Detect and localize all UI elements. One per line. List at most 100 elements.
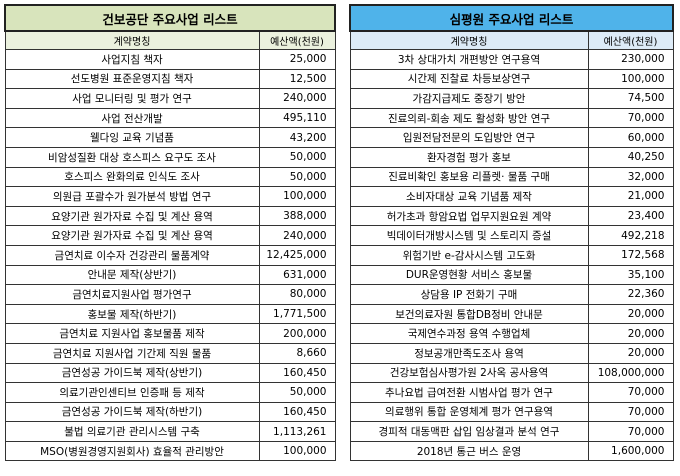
contract-name: 의료기관인센티브 인증패 등 제작 xyxy=(4,382,260,403)
contract-name: 금연치료 지원사업 기간제 직원 물품 xyxy=(4,342,260,364)
budget-amount: 70,000 xyxy=(587,401,674,423)
contract-name: 시간제 진찰료 차등보상연구 xyxy=(349,68,589,90)
contract-name: 진료비확인 홍보용 리플렛· 물품 구매 xyxy=(349,166,589,188)
column-header: 계약명칭 xyxy=(4,30,260,50)
budget-amount: 1,771,500 xyxy=(258,303,336,325)
table-row: 정보공개만족도조사 용역 20,000 xyxy=(349,342,674,364)
table-row: 빅데이터개방시스템 및 스토리지 증설 492,218 xyxy=(349,225,674,246)
contract-name: 안내문 제작(상반기) xyxy=(4,264,260,286)
contract-name: 건강보험심사평가원 2사옥 공사용역 xyxy=(349,362,589,384)
contract-name: 요양기관 원가자료 수집 및 계산 용역 xyxy=(4,225,260,246)
budget-amount: 240,000 xyxy=(258,225,336,246)
budget-amount: 230,000 xyxy=(587,49,674,70)
contract-name: MSO(병원경영지원회사) 효율적 관리방안 xyxy=(4,440,260,462)
table-row: 금연치료지원사업 평가연구 80,000 xyxy=(4,284,336,305)
budget-amount: 23,400 xyxy=(587,205,674,227)
table-row: 사업 전산개발 495,110 xyxy=(4,107,336,129)
column-header: 예산액(천원) xyxy=(258,30,336,50)
budget-amount: 20,000 xyxy=(587,342,674,364)
contract-name: 웰다잉 교육 기념품 xyxy=(4,127,260,148)
table-row: 2018년 통근 버스 운영 1,600,000 xyxy=(349,440,674,462)
budget-amount: 160,450 xyxy=(258,401,336,423)
column-header: 예산액(천원) xyxy=(587,30,674,50)
budget-amount: 20,000 xyxy=(587,303,674,325)
budget-amount: 70,000 xyxy=(587,107,674,129)
table-row: 허가초과 항암요법 업무지원요원 계약 23,400 xyxy=(349,205,674,227)
contract-name: 호스피스 완화의료 인식도 조사 xyxy=(4,166,260,188)
title-row: 건보공단 주요사업 리스트 xyxy=(4,4,336,32)
table-row: 건강보험심사평가원 2사옥 공사용역 108,000,000 xyxy=(349,362,674,384)
contract-name: 금연치료 이수자 건강관리 물품계약 xyxy=(4,244,260,266)
budget-amount: 35,100 xyxy=(587,264,674,286)
table-row: 상담용 IP 전화기 구매 22,360 xyxy=(349,284,674,305)
budget-amount: 8,660 xyxy=(258,342,336,364)
table-row: 의료기관인센티브 인증패 등 제작 50,000 xyxy=(4,382,336,403)
contract-name: 불법 의료기관 관리시스템 구축 xyxy=(4,421,260,442)
contract-name: 소비자대상 교육 기념품 제작 xyxy=(349,186,589,207)
contract-name: 홍보물 제작(하반기) xyxy=(4,303,260,325)
contract-name: 가감지급제도 중장기 방안 xyxy=(349,88,589,109)
budget-amount: 100,000 xyxy=(258,186,336,207)
table-row: 홍보물 제작(하반기) 1,771,500 xyxy=(4,303,336,325)
table-title: 건보공단 주요사업 리스트 xyxy=(4,4,336,32)
table-row: 안내문 제작(상반기) 631,000 xyxy=(4,264,336,286)
left-table: 건보공단 주요사업 리스트 계약명칭 예산액(천원) 사업지침 책자 25,000 선도병… xyxy=(4,4,336,462)
table-row: 금연성공 가이드북 제작(상반기) 160,450 xyxy=(4,362,336,384)
table-row: 환자경험 평가 홍보 40,250 xyxy=(349,146,674,168)
budget-amount: 100,000 xyxy=(587,68,674,90)
right-table: 심평원 주요사업 리스트 계약명칭 예산액(천원) 3차 상대가치 개편방안 연구용역… xyxy=(349,4,674,462)
budget-amount: 50,000 xyxy=(258,382,336,403)
column-header-row: 계약명칭 예산액(천원) xyxy=(349,30,674,50)
contract-name: 빅데이터개방시스템 및 스토리지 증설 xyxy=(349,225,589,246)
table-row: 위험기반 e-감사시스템 고도화 172,568 xyxy=(349,244,674,266)
budget-amount: 388,000 xyxy=(258,205,336,227)
table-row: 요양기관 원가자료 수집 및 계산 용역 240,000 xyxy=(4,225,336,246)
contract-name: 3차 상대가치 개편방안 연구용역 xyxy=(349,49,589,70)
table-row: 사업지침 책자 25,000 xyxy=(4,49,336,70)
budget-amount: 200,000 xyxy=(258,323,336,344)
budget-amount: 1,113,261 xyxy=(258,421,336,442)
contract-name: 금연성공 가이드북 제작(하반기) xyxy=(4,401,260,423)
table-row: 의원급 포괄수가 원가분석 방법 연구 100,000 xyxy=(4,186,336,207)
budget-amount: 43,200 xyxy=(258,127,336,148)
contract-name: 경피적 대동맥판 삽입 임상결과 분석 연구 xyxy=(349,421,589,442)
budget-amount: 1,600,000 xyxy=(587,440,674,462)
budget-amount: 495,110 xyxy=(258,107,336,129)
contract-name: 금연성공 가이드북 제작(상반기) xyxy=(4,362,260,384)
contract-name: 보건의료자원 통합DB정비 안내문 xyxy=(349,303,589,325)
contract-name: 사업지침 책자 xyxy=(4,49,260,70)
contract-name: DUR운영현황 서비스 홍보물 xyxy=(349,264,589,286)
contract-name: 사업 전산개발 xyxy=(4,107,260,129)
table-row: 요양기관 원가자료 수집 및 계산 용역 388,000 xyxy=(4,205,336,227)
table-row: 시간제 진찰료 차등보상연구 100,000 xyxy=(349,68,674,90)
table-row: 경피적 대동맥판 삽입 임상결과 분석 연구 70,000 xyxy=(349,421,674,442)
budget-amount: 100,000 xyxy=(258,440,336,462)
table-row: 입원전담전문의 도입방안 연구 60,000 xyxy=(349,127,674,148)
table-row: DUR운영현황 서비스 홍보물 35,100 xyxy=(349,264,674,286)
budget-amount: 21,000 xyxy=(587,186,674,207)
budget-amount: 74,500 xyxy=(587,88,674,109)
table-row: 3차 상대가치 개편방안 연구용역 230,000 xyxy=(349,49,674,70)
table-row: 불법 의료기관 관리시스템 구축 1,113,261 xyxy=(4,421,336,442)
contract-name: 허가초과 항암요법 업무지원요원 계약 xyxy=(349,205,589,227)
table-row: 금연치료 지원사업 홍보물품 제작 200,000 xyxy=(4,323,336,344)
budget-amount: 32,000 xyxy=(587,166,674,188)
contract-name: 금연치료지원사업 평가연구 xyxy=(4,284,260,305)
column-header-row: 계약명칭 예산액(천원) xyxy=(4,30,336,50)
table-row: 의료행위 통합 운영체계 평가 연구용역 70,000 xyxy=(349,401,674,423)
budget-amount: 50,000 xyxy=(258,166,336,188)
contract-name: 상담용 IP 전화기 구매 xyxy=(349,284,589,305)
contract-name: 환자경험 평가 홍보 xyxy=(349,146,589,168)
budget-amount: 108,000,000 xyxy=(587,362,674,384)
contract-name: 입원전담전문의 도입방안 연구 xyxy=(349,127,589,148)
table-row: 선도병원 표준운영지침 책자 12,500 xyxy=(4,68,336,90)
table-row: 진료의뢰-회송 제도 활성화 방안 연구 70,000 xyxy=(349,107,674,129)
table-row: 소비자대상 교육 기념품 제작 21,000 xyxy=(349,186,674,207)
budget-amount: 12,425,000 xyxy=(258,244,336,266)
budget-amount: 70,000 xyxy=(587,421,674,442)
budget-amount: 80,000 xyxy=(258,284,336,305)
table-row: 웰다잉 교육 기념품 43,200 xyxy=(4,127,336,148)
budget-amount: 160,450 xyxy=(258,362,336,384)
title-row: 심평원 주요사업 리스트 xyxy=(349,4,674,32)
